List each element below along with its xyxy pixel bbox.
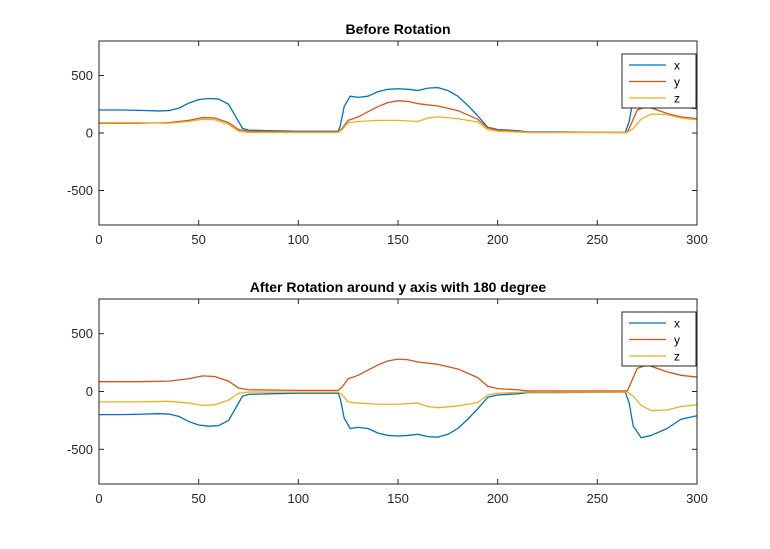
x-tick-label: 300	[686, 232, 708, 247]
plot-after-rotation: After Rotation around y axis with 180 de…	[67, 279, 708, 506]
x-tick-label: 100	[287, 491, 309, 506]
legend: xyz	[621, 311, 697, 367]
series-line-y	[99, 358, 698, 392]
chart-title: Before Rotation	[346, 21, 451, 37]
legend-label-x: x	[674, 59, 680, 73]
x-tick-label: 50	[191, 491, 205, 506]
x-tick-label: 100	[287, 232, 309, 247]
series-line-z	[99, 113, 698, 134]
y-tick-label: -500	[67, 442, 93, 457]
y-tick-label: -500	[67, 183, 93, 198]
x-tick-label: 0	[95, 232, 102, 247]
series-line-y	[99, 100, 698, 134]
y-tick-label: 0	[86, 126, 93, 141]
plot-before-rotation: Before Rotation 0 50 100 150 200 250 300 -500 0 50…	[67, 21, 708, 247]
legend-label-z: z	[674, 92, 680, 106]
legend: xyz	[621, 53, 697, 109]
x-tick-label: 250	[586, 491, 608, 506]
x-tick-label: 250	[586, 232, 608, 247]
x-tick-label: 200	[487, 232, 509, 247]
x-tick-label: 50	[191, 232, 205, 247]
x-tick-label: 0	[95, 491, 102, 506]
y-tick-label: 0	[86, 384, 93, 399]
y-tick-label: 500	[71, 326, 93, 341]
legend-label-z: z	[674, 350, 680, 364]
x-tick-label: 300	[686, 491, 708, 506]
x-tick-label: 150	[387, 491, 409, 506]
y-tick-label: 500	[71, 68, 93, 83]
chart-title: After Rotation around y axis with 180 de…	[250, 279, 547, 295]
x-tick-label: 200	[487, 491, 509, 506]
legend-label-y: y	[674, 333, 680, 347]
legend-label-x: x	[674, 317, 680, 331]
series-line-z	[99, 391, 698, 412]
x-tick-label: 150	[387, 232, 409, 247]
legend-label-y: y	[674, 75, 680, 89]
